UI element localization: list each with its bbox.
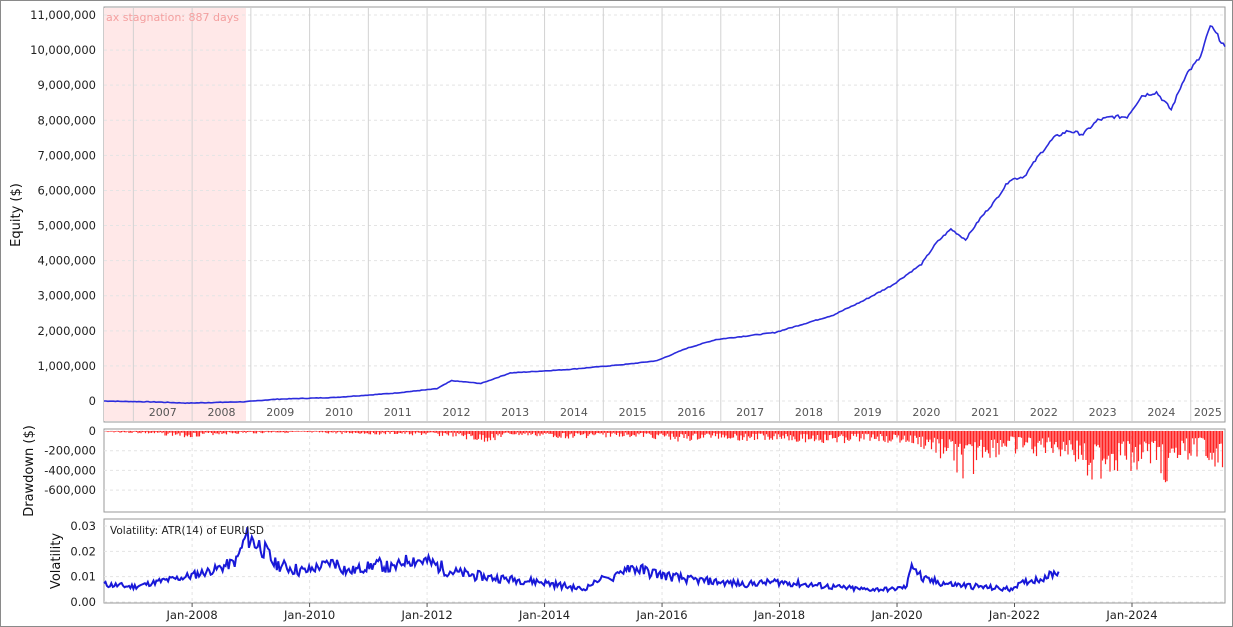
year-label: 2014 bbox=[560, 406, 588, 419]
x-tick-label: Jan-2008 bbox=[166, 608, 218, 622]
y-tick-label: 9,000,000 bbox=[37, 78, 96, 92]
year-label: 2024 bbox=[1147, 406, 1175, 419]
x-tick-label: Jan-2016 bbox=[635, 608, 687, 622]
x-tick-label: Jan-2012 bbox=[401, 608, 453, 622]
equity-plot-area bbox=[103, 6, 1226, 423]
y-tick-label: 1,000,000 bbox=[37, 359, 96, 373]
year-label: 2010 bbox=[325, 406, 353, 419]
x-tick-label: Jan-2014 bbox=[518, 608, 570, 622]
y-tick-label: 4,000,000 bbox=[37, 254, 96, 268]
volatility-plot-area bbox=[103, 518, 1226, 604]
equity-panel: 0 1,000,000 2,000,000 3,000,000 4,000,000 5,0… bbox=[9, 6, 1226, 423]
year-label: 2025 bbox=[1194, 406, 1222, 419]
year-label: 2007 bbox=[149, 406, 177, 419]
volatility-legend: Volatility: ATR(14) of EURUSD bbox=[110, 525, 264, 537]
y-tick-label: -200,000 bbox=[44, 444, 96, 458]
x-tick-label: Jan-2024 bbox=[1105, 608, 1157, 622]
y-tick-label: 7,000,000 bbox=[37, 148, 96, 162]
y-tick-label: 0.01 bbox=[70, 570, 96, 584]
y-tick-label: 0 bbox=[89, 424, 96, 438]
equity-series-line bbox=[104, 25, 1226, 405]
drawdown-panel: 0 -200,000 -400,000 -600,000 Drawdown ($) bbox=[22, 424, 1226, 517]
volatility-axis-title: Volatility bbox=[49, 533, 64, 589]
year-label: 2016 bbox=[677, 406, 705, 419]
year-label: 2019 bbox=[854, 406, 882, 419]
year-label: 2022 bbox=[1030, 406, 1058, 419]
y-tick-label: 0.03 bbox=[70, 519, 96, 533]
volatility-panel: 0.00 0.01 0.02 0.03 Jan-2008 Jan-2010 Jan-201… bbox=[49, 518, 1226, 622]
year-label: 2020 bbox=[912, 406, 940, 419]
stagnation-band bbox=[104, 8, 246, 421]
year-label: 2021 bbox=[971, 406, 999, 419]
y-tick-label: 11,000,000 bbox=[30, 8, 96, 22]
x-tick-label: Jan-2022 bbox=[988, 608, 1040, 622]
y-tick-label: 3,000,000 bbox=[37, 289, 96, 303]
y-tick-label: -400,000 bbox=[44, 463, 96, 477]
year-label: 2008 bbox=[207, 406, 235, 419]
drawdown-axis-title: Drawdown ($) bbox=[22, 425, 37, 517]
year-label: 2023 bbox=[1089, 406, 1117, 419]
year-label: 2017 bbox=[736, 406, 764, 419]
year-label: 2012 bbox=[442, 406, 470, 419]
y-tick-label: 8,000,000 bbox=[37, 113, 96, 127]
y-tick-label: 10,000,000 bbox=[30, 43, 96, 57]
y-tick-label: 0 bbox=[89, 394, 96, 408]
year-label: 2015 bbox=[619, 406, 647, 419]
y-tick-label: -600,000 bbox=[44, 483, 96, 497]
x-tick-label: Jan-2010 bbox=[283, 608, 335, 622]
y-tick-label: 0.02 bbox=[70, 544, 96, 558]
y-tick-label: 5,000,000 bbox=[37, 219, 96, 233]
year-label: 2013 bbox=[501, 406, 529, 419]
year-label: 2011 bbox=[384, 406, 412, 419]
y-tick-label: 6,000,000 bbox=[37, 183, 96, 197]
stagnation-annotation: ax stagnation: 887 days bbox=[106, 11, 239, 24]
year-label: 2009 bbox=[266, 406, 294, 419]
volatility-series-line bbox=[103, 527, 1060, 594]
y-tick-label: 2,000,000 bbox=[37, 324, 96, 338]
y-tick-label: 0.00 bbox=[70, 595, 96, 609]
x-tick-label: Jan-2020 bbox=[870, 608, 922, 622]
x-tick-label: Jan-2018 bbox=[753, 608, 805, 622]
equity-axis-title: Equity ($) bbox=[9, 183, 24, 247]
year-label: 2018 bbox=[795, 406, 823, 419]
